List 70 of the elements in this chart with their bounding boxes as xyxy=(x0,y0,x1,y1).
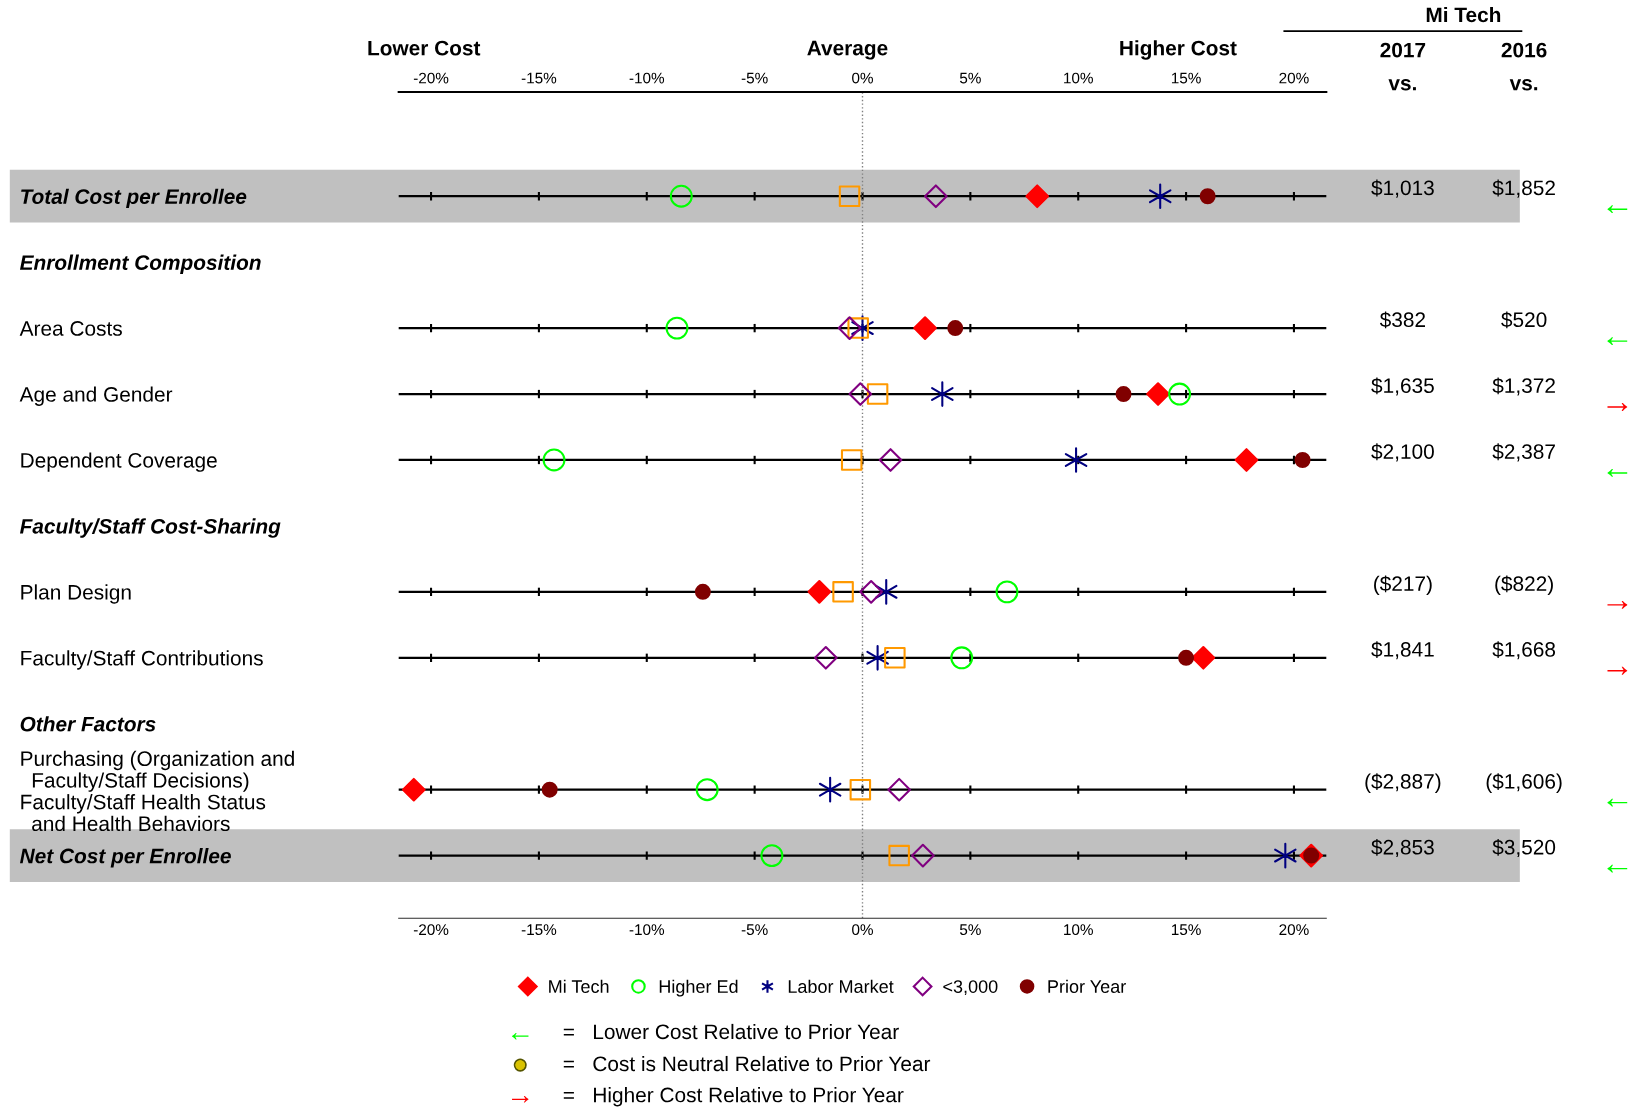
text: $1,841 xyxy=(1371,641,1434,660)
text: Average xyxy=(807,40,888,60)
x-tick-label: 10% xyxy=(1064,924,1093,936)
text: $2,853 xyxy=(1371,838,1434,858)
category-label: = Lower Cost Relative to Prior Year xyxy=(563,1023,899,1040)
text: ($2,887) xyxy=(1365,773,1441,793)
x2-tick-label: -5% xyxy=(741,72,768,84)
text: ← xyxy=(1607,864,1628,873)
text: ← xyxy=(1607,469,1628,477)
x2-tick-label: 10% xyxy=(1064,72,1093,84)
y-tick-label: Total Cost per Enrollee xyxy=(21,188,247,209)
text: Lower Cost xyxy=(368,40,481,56)
y-tick-label: Age and Gender xyxy=(19,386,173,406)
x-tick-label: -5% xyxy=(741,924,768,936)
x2-tick-label: 15% xyxy=(1171,72,1201,84)
x-tick-label: 20% xyxy=(1279,924,1309,936)
text: $520 xyxy=(1501,311,1547,329)
text: $3,520 xyxy=(1492,838,1556,858)
category-label: 2017 vs. xyxy=(1380,42,1426,91)
category-label: 2016 vs. xyxy=(1501,42,1547,91)
y-tick-label: Dependent Coverage xyxy=(21,452,217,472)
text: ← xyxy=(1607,337,1628,345)
text: ← xyxy=(1607,798,1628,807)
y-tick-label: Purchasing (Organization and Faculty/Staff Decisions) Faculty/Staff Health Status and Health Behaviors xyxy=(21,750,294,832)
text: ← xyxy=(512,1032,529,1040)
y-tick-label: Faculty/Staff Contributions xyxy=(21,650,263,670)
x-tick-label: -10% xyxy=(629,924,665,936)
y-tick-label: Net Cost per Enrollee xyxy=(20,848,231,868)
legend-label: Higher Ed xyxy=(659,979,738,997)
text: $1,635 xyxy=(1371,377,1434,396)
text: ($1,606) xyxy=(1486,773,1562,793)
text: ← xyxy=(1607,205,1628,214)
x2-tick-label: -15% xyxy=(521,72,557,84)
y-tick-label: Faculty/Staff Cost-Sharing xyxy=(20,518,281,538)
x2-tick-label: 20% xyxy=(1279,72,1309,84)
text: Mi Tech xyxy=(1426,6,1501,23)
text: ($217) xyxy=(1374,575,1432,596)
y-tick-label: Plan Design xyxy=(21,584,131,604)
x2-tick-label: 0% xyxy=(852,72,873,84)
y-tick-label: Other Factors xyxy=(20,716,156,732)
legend-label: <3,000 xyxy=(943,980,998,996)
text: ● xyxy=(515,1060,526,1070)
legend-label: Prior Year xyxy=(1048,979,1126,993)
text: ($822) xyxy=(1495,575,1553,596)
text: $1,852 xyxy=(1492,179,1555,198)
text: $2,100 xyxy=(1371,443,1434,462)
text: → xyxy=(1607,403,1628,411)
x2-tick-label: -10% xyxy=(629,72,665,84)
x-tick-label: 5% xyxy=(959,924,981,936)
x2-tick-label: -20% xyxy=(413,72,449,84)
legend-label: Mi Tech xyxy=(549,979,609,993)
category-label: = Cost is Neutral Relative to Prior Year xyxy=(563,1055,931,1072)
text: Higher Cost xyxy=(1120,40,1237,60)
legend-label: Labor Market xyxy=(788,979,894,993)
text: $1,372 xyxy=(1492,377,1555,396)
x2-tick-label: 5% xyxy=(959,72,981,84)
text: $1,013 xyxy=(1371,179,1434,198)
text: $2,387 xyxy=(1492,443,1555,462)
text: → xyxy=(1607,666,1628,675)
text: $382 xyxy=(1379,311,1425,329)
x-tick-label: 15% xyxy=(1171,924,1201,936)
x-tick-label: -15% xyxy=(521,924,557,936)
category-label: = Higher Cost Relative to Prior Year xyxy=(563,1087,904,1107)
x-tick-label: -20% xyxy=(413,924,449,936)
y-tick-label: Enrollment Composition xyxy=(20,254,261,275)
text: → xyxy=(512,1096,529,1103)
text: → xyxy=(1607,600,1628,609)
y-tick-label: Area Costs xyxy=(19,321,122,336)
x-tick-label: 0% xyxy=(852,924,873,936)
text: $1,668 xyxy=(1492,641,1556,660)
